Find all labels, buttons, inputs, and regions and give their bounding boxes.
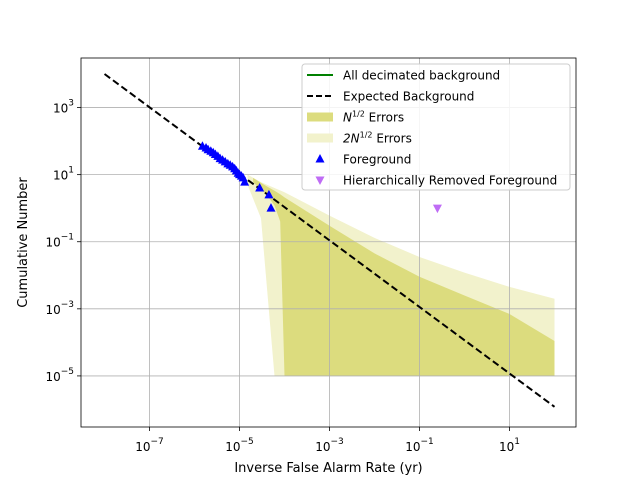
- x-tick-label: 10−7: [135, 437, 164, 454]
- legend-item-hr: Hierarchically Removed Foreground: [315, 174, 557, 188]
- foreground-point: [264, 189, 274, 199]
- legend-item-err1: N1/2 Errors: [307, 110, 404, 125]
- legend-label: Expected Background: [343, 90, 474, 104]
- legend-label: 2N1/2 Errors: [343, 131, 412, 146]
- series-lines: [103, 73, 556, 408]
- y-axis-label: Cumulative Number: [16, 177, 31, 308]
- legend-label: All decimated background: [343, 69, 500, 83]
- legend-item-all_bg: All decimated background: [307, 69, 500, 83]
- tick-exponent: −7: [151, 437, 164, 447]
- tick-exponent: −3: [331, 437, 344, 447]
- tick-base: 10: [499, 440, 514, 454]
- tick-exponent: −3: [61, 300, 74, 310]
- tick-base: 10: [405, 440, 420, 454]
- legend-label-text: Errors: [373, 132, 412, 146]
- x-tick-label: 10−5: [225, 437, 254, 454]
- legend-item-fg: Foreground: [315, 153, 411, 167]
- tick-exponent: −5: [241, 437, 254, 447]
- legend-label: Hierarchically Removed Foreground: [343, 174, 557, 188]
- tick-exponent: 1: [514, 437, 520, 447]
- legend-handle: [307, 112, 333, 122]
- legend-handle: [307, 133, 333, 143]
- y-tick-label: 10−5: [45, 367, 74, 384]
- legend-label-sup: 1/2: [360, 131, 373, 140]
- data-markers: [197, 141, 442, 214]
- tick-base: 10: [53, 169, 68, 183]
- legend-label-prefix: 2N: [343, 132, 360, 146]
- tick-base: 10: [315, 440, 330, 454]
- legend-item-err2: 2N1/2 Errors: [307, 131, 412, 146]
- foreground-point: [255, 182, 265, 192]
- removed-foreground-point: [432, 204, 442, 214]
- tick-exponent: 1: [68, 166, 74, 176]
- x-axis-label: Inverse False Alarm Rate (yr): [234, 461, 422, 476]
- plot-frame: [80, 57, 577, 428]
- tick-exponent: −1: [421, 437, 434, 447]
- y-tick-label: 103: [53, 99, 74, 116]
- x-tick-label: 101: [499, 437, 520, 454]
- legend-box: [301, 63, 571, 191]
- error-band-1sigma: [253, 177, 555, 376]
- tick-exponent: 3: [68, 99, 74, 109]
- tick-base: 10: [53, 102, 68, 116]
- legend-label-text: Errors: [365, 111, 404, 125]
- y-tick-label: 10−3: [45, 300, 74, 317]
- tick-base: 10: [225, 440, 240, 454]
- x-tick-label: 10−1: [405, 437, 434, 454]
- legend-item-expected: Expected Background: [307, 90, 474, 104]
- legend-handle: [315, 176, 325, 185]
- foreground-point: [240, 177, 250, 186]
- tick-exponent: −1: [61, 233, 74, 243]
- tick-base: 10: [135, 440, 150, 454]
- legend-handle: [315, 154, 325, 163]
- legend: All decimated background Expected Backgro…: [301, 63, 571, 191]
- y-tick-label: 10−1: [45, 233, 74, 250]
- error-bands: [247, 174, 555, 376]
- foreground-point: [266, 203, 276, 212]
- tick-exponent: −5: [61, 367, 74, 377]
- legend-label: Foreground: [343, 153, 411, 167]
- tick-base: 10: [45, 370, 60, 384]
- legend-label-sup: 1/2: [352, 110, 365, 119]
- legend-label: N1/2 Errors: [343, 110, 404, 125]
- expected-background-line: [103, 73, 556, 408]
- tick-base: 10: [45, 303, 60, 317]
- legend-label-prefix: N: [343, 111, 352, 125]
- x-axis-ticks: 10−7 10−5 10−3 10−1 101: [135, 427, 520, 454]
- x-tick-label: 10−3: [315, 437, 344, 454]
- y-tick-label: 101: [53, 166, 74, 183]
- tick-base: 10: [45, 236, 60, 250]
